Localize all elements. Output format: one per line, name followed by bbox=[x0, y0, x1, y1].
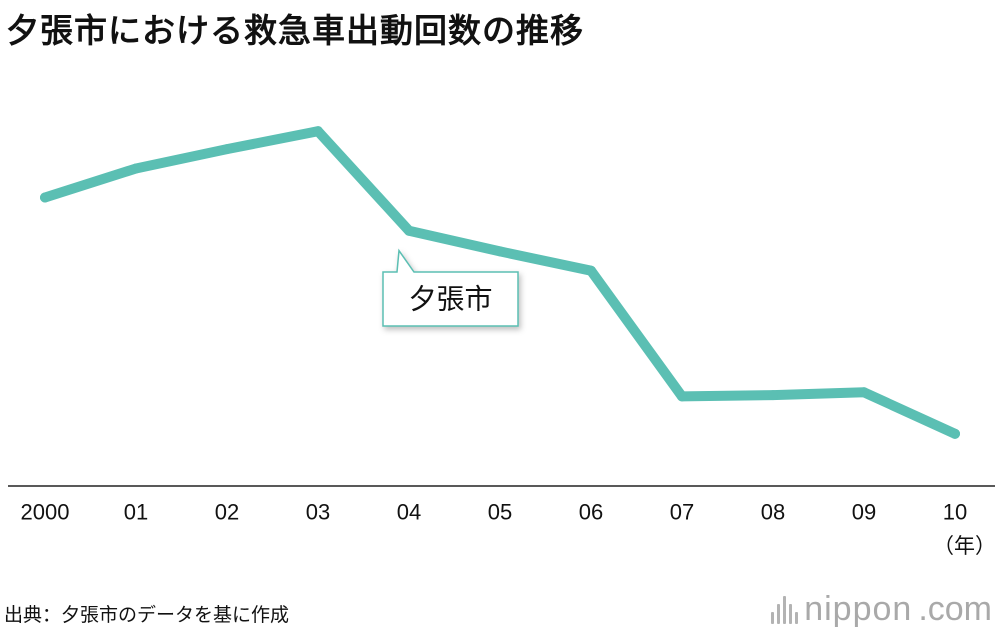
x-tick-label: 02 bbox=[215, 500, 239, 525]
x-tick-label: 06 bbox=[579, 500, 603, 525]
brand-name: nippon bbox=[804, 590, 913, 628]
x-tick-label: 03 bbox=[306, 500, 330, 525]
data-point bbox=[222, 144, 232, 155]
callout-box bbox=[382, 248, 519, 327]
data-point bbox=[131, 163, 141, 174]
x-tick-label: 05 bbox=[488, 500, 512, 525]
x-tick-label: 10 bbox=[943, 500, 967, 525]
x-axis-unit-label: （年） bbox=[933, 534, 996, 558]
data-point bbox=[586, 265, 596, 276]
x-tick-label: 01 bbox=[124, 500, 148, 525]
data-point bbox=[859, 387, 869, 398]
data-point bbox=[40, 192, 50, 203]
series-label: 夕張市 bbox=[408, 283, 492, 316]
brand-mark-icon bbox=[771, 594, 799, 624]
x-tick-label: 07 bbox=[670, 500, 694, 525]
data-point bbox=[404, 225, 414, 236]
nippon-logo: nippon .com bbox=[771, 592, 992, 626]
data-point bbox=[495, 246, 505, 257]
data-point bbox=[677, 391, 687, 402]
data-point bbox=[950, 428, 960, 439]
x-tick-labels: 2000 01 02 03 04 05 06 07 08 09 10 bbox=[21, 500, 968, 525]
x-tick-label: 08 bbox=[761, 500, 785, 525]
x-tick-label: 09 bbox=[852, 500, 876, 525]
x-tick-label: 2000 bbox=[21, 500, 70, 525]
x-tick-label: 04 bbox=[397, 500, 421, 525]
brand-tld: .com bbox=[918, 590, 992, 628]
data-point bbox=[313, 126, 323, 137]
chart-title: 夕張市における救急車出動回数の推移 bbox=[6, 11, 584, 50]
source-note: 出典：夕張市のデータを基に作成 bbox=[4, 604, 290, 626]
series-callout: 夕張市 bbox=[382, 248, 519, 327]
series-layer bbox=[40, 126, 960, 439]
data-point bbox=[768, 390, 778, 401]
